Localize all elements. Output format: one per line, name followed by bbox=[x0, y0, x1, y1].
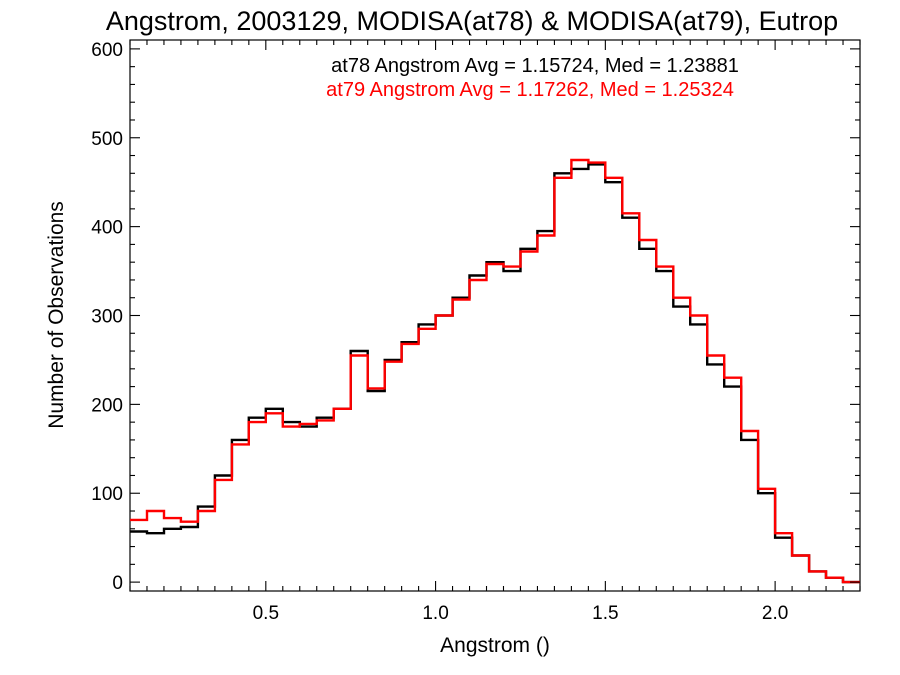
x-tick-label: 1.0 bbox=[422, 603, 448, 624]
x-tick-label: 1.5 bbox=[592, 603, 618, 624]
y-tick-label: 300 bbox=[91, 307, 123, 328]
annotation-at78: at78 Angstrom Avg = 1.15724, Med = 1.238… bbox=[331, 55, 739, 77]
y-tick-label: 500 bbox=[91, 129, 123, 150]
series-layer bbox=[130, 158, 860, 584]
chart-title: Angstrom, 2003129, MODISA(at78) & MODISA… bbox=[106, 6, 838, 36]
x-axis-label: Angstrom () bbox=[440, 634, 550, 657]
plot-area: 0.5 1.0 1.5 2.0 0 100 200 300 400 500 600 bbox=[91, 39, 861, 624]
x-tick-label: 0.5 bbox=[253, 603, 279, 624]
series-line-0 bbox=[130, 163, 860, 584]
y-tick-label: 0 bbox=[112, 573, 123, 594]
y-tick-label: 600 bbox=[91, 40, 123, 61]
annotation-at79: at79 Angstrom Avg = 1.17262, Med = 1.253… bbox=[326, 79, 734, 101]
plot-frame bbox=[129, 39, 861, 592]
y-tick-label: 100 bbox=[91, 484, 123, 505]
y-axis-label: Number of Observations bbox=[45, 201, 68, 429]
tick-layer: 0.5 1.0 1.5 2.0 0 100 200 300 400 500 600 bbox=[91, 40, 861, 624]
series-line-1 bbox=[130, 158, 860, 584]
y-tick-label: 200 bbox=[91, 395, 123, 416]
x-tick-label: 2.0 bbox=[762, 603, 788, 624]
y-tick-label: 400 bbox=[91, 218, 123, 239]
